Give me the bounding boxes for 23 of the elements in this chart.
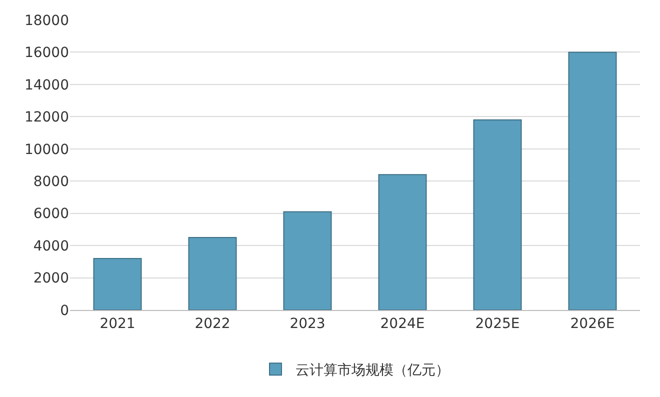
y-tick-label: 2000	[33, 270, 69, 287]
x-tick-label: 2023	[290, 316, 326, 332]
y-tick-label: 18000	[24, 12, 69, 29]
bar	[473, 119, 522, 310]
y-tick-label: 12000	[24, 110, 69, 126]
x-tick-label: 2025E	[475, 316, 520, 332]
bar	[283, 211, 332, 310]
x-tick-label: 2022	[194, 316, 230, 332]
bar	[378, 174, 427, 310]
bar	[93, 258, 142, 310]
y-tick-label: 10000	[24, 142, 69, 158]
bar	[568, 52, 617, 310]
legend-label: 云计算市场规模（亿元）	[296, 362, 450, 379]
y-tick-label: 8000	[33, 174, 69, 190]
y-tick-label: 0	[60, 302, 69, 319]
y-tick-label: 4000	[33, 238, 69, 254]
x-tick-label: 2021	[100, 316, 136, 332]
bar	[188, 237, 237, 310]
x-tick-label: 2026E	[570, 316, 615, 332]
y-tick-label: 6000	[33, 206, 69, 222]
y-tick-label: 14000	[24, 77, 69, 94]
y-tick-label: 16000	[24, 45, 69, 62]
x-tick-label: 2024E	[380, 316, 425, 332]
